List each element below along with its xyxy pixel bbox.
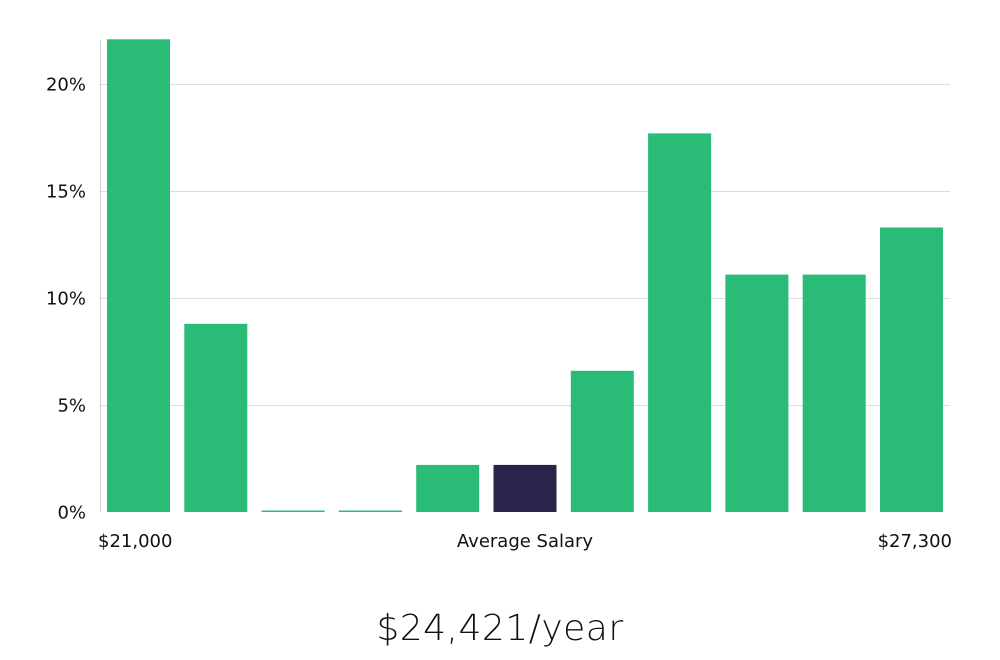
bar: [880, 227, 943, 512]
bar: [802, 274, 866, 512]
y-tick-label: 10%: [46, 289, 86, 310]
bar: [648, 133, 712, 512]
y-tick-label: 0%: [57, 503, 86, 524]
x-axis-title: Average Salary: [457, 531, 594, 552]
x-axis-min-label: $21,000: [98, 531, 172, 552]
bar-highlight: [493, 464, 557, 512]
bar: [107, 39, 170, 513]
bar: [184, 323, 248, 512]
bar: [570, 370, 634, 512]
bar: [725, 274, 789, 512]
y-tick-label: 5%: [57, 396, 86, 417]
y-tick-labels: 0% 5% 10% 15% 20%: [46, 75, 86, 524]
bar: [416, 464, 480, 512]
average-salary-value: $24,421/year: [376, 608, 624, 649]
bar: [338, 510, 402, 512]
y-tick-label: 15%: [46, 182, 86, 203]
y-tick-label: 20%: [46, 75, 86, 96]
salary-histogram-chart: 0% 5% 10% 15% 20% $21,000 Average Salary $27…: [46, 39, 952, 552]
x-axis-max-label: $27,300: [878, 531, 952, 552]
bars: [107, 39, 943, 513]
bar: [261, 510, 325, 512]
